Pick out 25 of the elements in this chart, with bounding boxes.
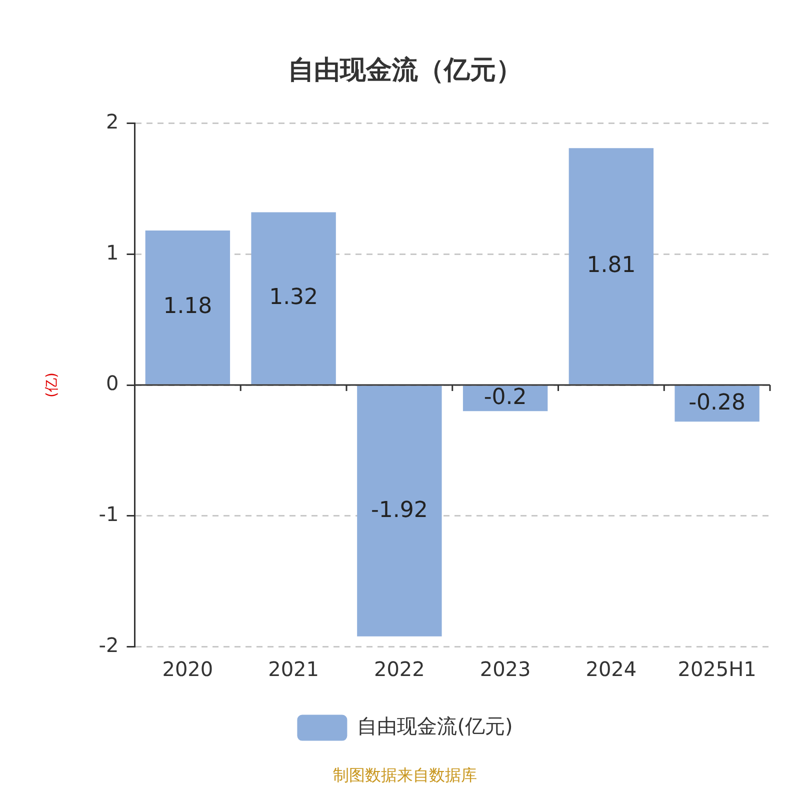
chart-title: 自由现金流（亿元）: [288, 55, 522, 86]
bar: [251, 212, 336, 384]
y-axis-title: (亿): [44, 372, 60, 398]
x-tick-label: 2022: [374, 657, 425, 682]
data-label: -0.2: [484, 385, 527, 410]
data-label: 1.18: [163, 294, 212, 320]
y-tick-label: -1: [98, 502, 119, 526]
x-tick-label: 2025H1: [678, 657, 756, 682]
bar: [357, 386, 442, 636]
data-label: 1.32: [269, 284, 318, 310]
x-tick-label: 2023: [480, 657, 531, 682]
data-label: -0.28: [688, 390, 746, 416]
y-tick-label: 1: [106, 240, 119, 264]
legend-label: 自由现金流(亿元): [357, 714, 513, 738]
x-tick-label: 2024: [586, 657, 637, 682]
y-tick-label: 0: [106, 371, 119, 396]
x-tick-label: 2021: [268, 657, 320, 682]
text: 制图数据来自数据库: [333, 766, 477, 785]
y-tick-label: -2: [98, 633, 119, 658]
data-label: -1.92: [370, 498, 428, 523]
x-tick-label: 2020: [162, 657, 214, 682]
y-tick-label: 2: [106, 109, 119, 134]
bar: [145, 230, 230, 384]
data-label: 1.81: [586, 252, 636, 278]
bar: [568, 148, 654, 384]
